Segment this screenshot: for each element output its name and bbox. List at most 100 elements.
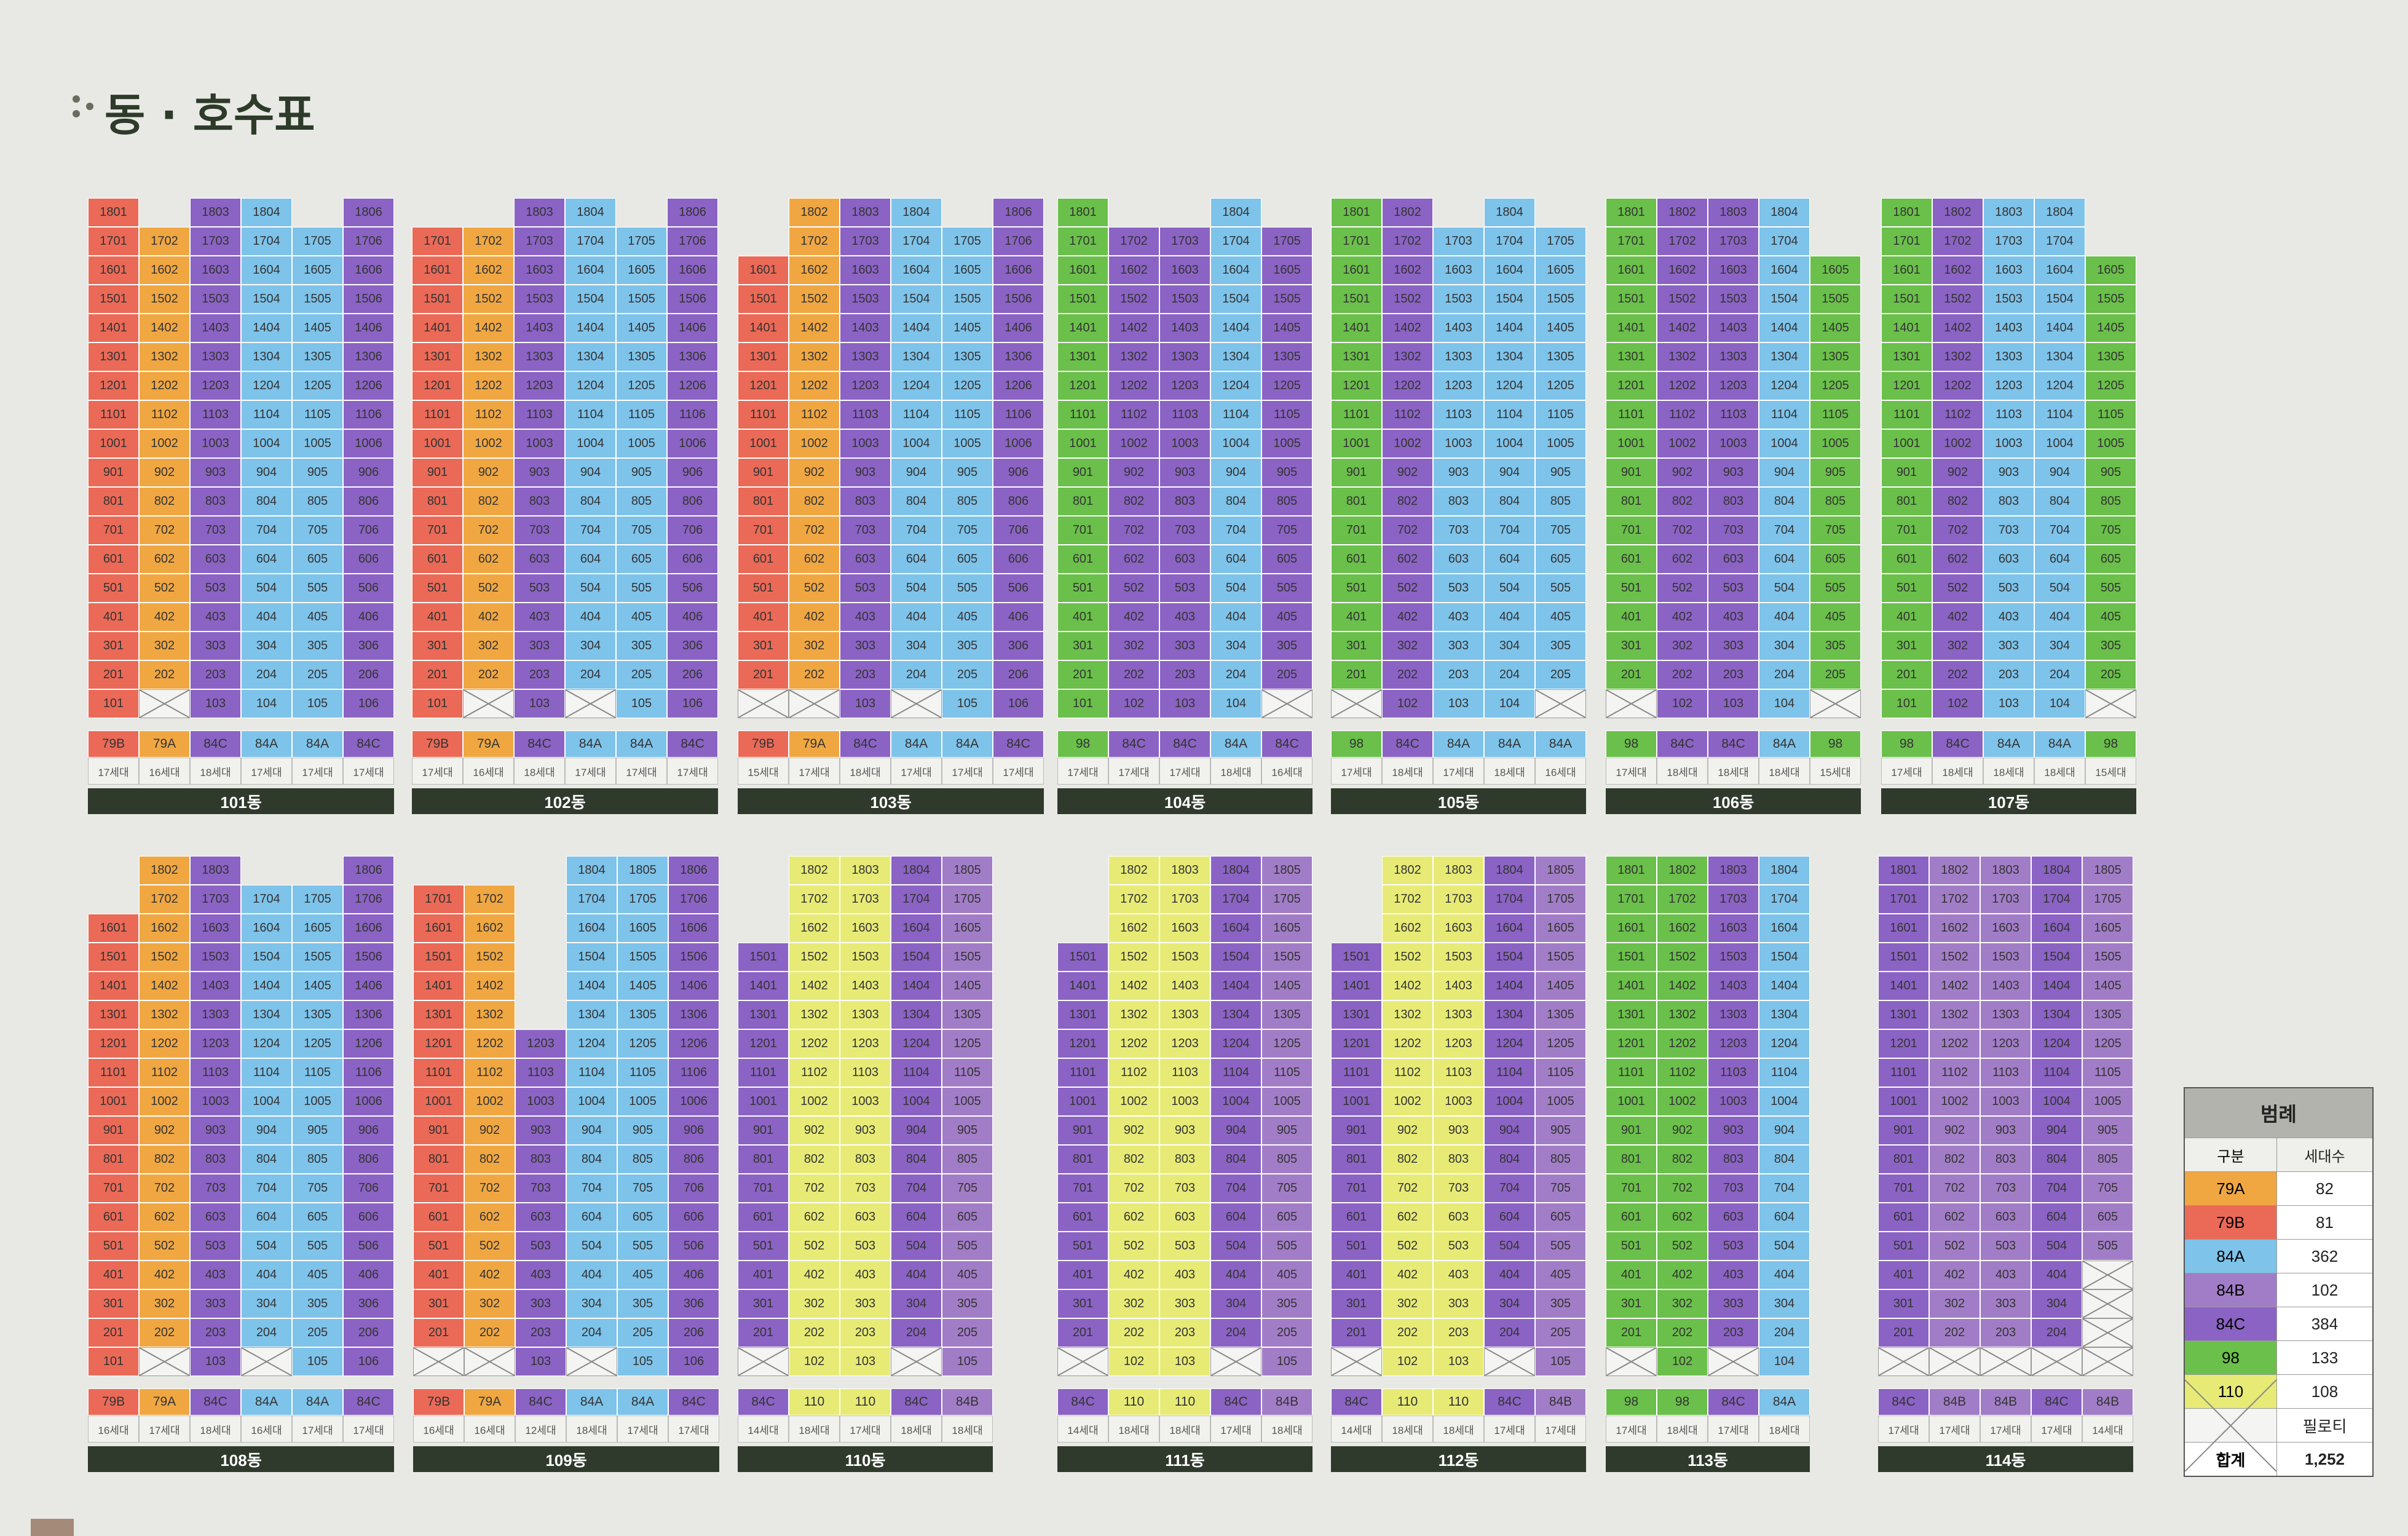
unit-cell: 301 — [1057, 1289, 1108, 1318]
unit-cell: 501 — [412, 574, 463, 603]
unit-cell: 302 — [789, 1289, 840, 1318]
legend-value: 81 — [2316, 1213, 2334, 1232]
unit-cell: 904 — [891, 1116, 942, 1145]
unit-cell: 1502 — [789, 285, 840, 314]
unit-cell: 1204 — [891, 371, 942, 400]
unit-cell: 1302 — [1929, 1000, 1980, 1029]
unit-count: 18세대 — [840, 758, 891, 785]
unit-cell: 401 — [738, 603, 789, 631]
unit-cell: 205 — [942, 660, 993, 689]
unit-cell: 104 — [1759, 689, 1810, 718]
unit-cell: 302 — [789, 631, 840, 660]
legend-total-value: 1,252 — [2304, 1449, 2345, 1468]
unit-cell: 902 — [789, 458, 840, 487]
unit-cell: 905 — [617, 1116, 668, 1145]
unit-cell: 304 — [891, 1289, 942, 1318]
unit-cell: 1304 — [566, 1000, 617, 1029]
unit-cell: 703 — [190, 1174, 241, 1203]
unit-cell: 1105 — [1261, 1058, 1313, 1087]
unit-cell: 1605 — [616, 256, 667, 285]
unit-cell: 1101 — [88, 1058, 139, 1087]
unit-cell: 1606 — [343, 256, 394, 285]
unit-cell: 1205 — [942, 1029, 993, 1058]
unit-cell: 1806 — [667, 198, 718, 227]
unit-cell: 704 — [1759, 516, 1810, 545]
legend-header-type: 구분 — [2185, 1138, 2277, 1171]
unit-cell: 1802 — [1932, 198, 1983, 227]
unit-cell: 1104 — [241, 400, 292, 429]
legend-value: 108 — [2311, 1382, 2339, 1401]
unit-cell: 1404 — [1484, 972, 1535, 1000]
unit-cell: 1205 — [1261, 371, 1313, 400]
unit-count: 18세대 — [1108, 1415, 1159, 1443]
unit-cell: 1401 — [738, 972, 789, 1000]
unit-cell: 104 — [1759, 1347, 1810, 1376]
unit-cell: 502 — [1108, 1232, 1159, 1261]
unit-cell: 1305 — [1810, 342, 1861, 371]
unit-cell: 403 — [1433, 603, 1484, 631]
unit-cell: 304 — [1759, 1289, 1810, 1318]
unit-count: 17세대 — [1606, 1415, 1657, 1443]
unit-cell: 1002 — [1657, 429, 1708, 458]
unit-cell: 205 — [616, 660, 667, 689]
unit-cell: 503 — [1708, 1232, 1759, 1261]
unit-cell: 1805 — [2082, 856, 2133, 885]
unit-cell: 301 — [738, 631, 789, 660]
unit-cell: 1003 — [515, 1087, 566, 1116]
piloti-cell — [1606, 689, 1657, 718]
unit-cell: 1303 — [190, 1000, 241, 1029]
unit-cell: 602 — [789, 545, 840, 574]
legend-title: 범례 — [2185, 1088, 2372, 1138]
unit-cell: 1803 — [190, 198, 241, 227]
unit-cell: 806 — [668, 1145, 719, 1174]
unit-count: 18세대 — [1759, 758, 1810, 785]
unit-cell: 1501 — [1331, 943, 1382, 972]
unit-cell: 1605 — [1810, 256, 1861, 285]
unit-cell: 703 — [1983, 516, 2034, 545]
piloti-cell — [891, 1347, 942, 1376]
unit-cell: 1804 — [1210, 198, 1261, 227]
type-label: 84A — [1759, 1388, 1810, 1415]
unit-cell: 1306 — [668, 1000, 719, 1029]
unit-cell: 703 — [515, 1174, 566, 1203]
unit-cell: 102 — [1382, 1347, 1433, 1376]
type-label: 84C — [1057, 1388, 1108, 1415]
unit-cell: 1605 — [292, 914, 343, 943]
unit-cell: 1804 — [1484, 198, 1535, 227]
unit-cell: 404 — [1210, 1261, 1261, 1289]
unit-cell: 501 — [88, 1232, 139, 1261]
piloti-cell — [241, 1347, 292, 1376]
unit-cell: 1405 — [617, 972, 668, 1000]
unit-cell: 503 — [1983, 574, 2034, 603]
unit-cell: 202 — [1657, 1318, 1708, 1347]
unit-cell: 305 — [292, 631, 343, 660]
unit-cell: 901 — [1606, 1116, 1657, 1145]
unit-cell: 903 — [1433, 1116, 1484, 1145]
unit-cell: 406 — [343, 603, 394, 631]
unit-cell: 1602 — [789, 914, 840, 943]
unit-cell: 204 — [1484, 1318, 1535, 1347]
legend-row: 필로티 — [2185, 1408, 2372, 1442]
unit-cell: 901 — [88, 458, 139, 487]
unit-cell: 1104 — [241, 1058, 292, 1087]
unit-cell: 702 — [1932, 516, 1983, 545]
building-label: 104동 — [1057, 788, 1313, 814]
footer-strip — [31, 1519, 74, 1536]
unit-cell: 1406 — [993, 314, 1044, 342]
unit-cell: 903 — [514, 458, 565, 487]
unit-cell: 804 — [1210, 487, 1261, 516]
unit-cell: 205 — [1535, 660, 1586, 689]
unit-cell: 1801 — [1606, 198, 1657, 227]
unit-cell: 1604 — [891, 256, 942, 285]
unit-cell: 1504 — [1484, 943, 1535, 972]
unit-cell: 502 — [464, 1232, 515, 1261]
unit-cell: 402 — [1108, 603, 1159, 631]
unit-count: 17세대 — [1210, 1415, 1261, 1443]
unit-cell: 203 — [1433, 1318, 1484, 1347]
unit-cell: 102 — [1657, 689, 1708, 718]
unit-cell: 1304 — [891, 342, 942, 371]
type-label: 84C — [1261, 730, 1313, 758]
unit-cell: 405 — [292, 603, 343, 631]
unit-cell: 1505 — [942, 943, 993, 972]
unit-cell: 1505 — [1535, 943, 1586, 972]
